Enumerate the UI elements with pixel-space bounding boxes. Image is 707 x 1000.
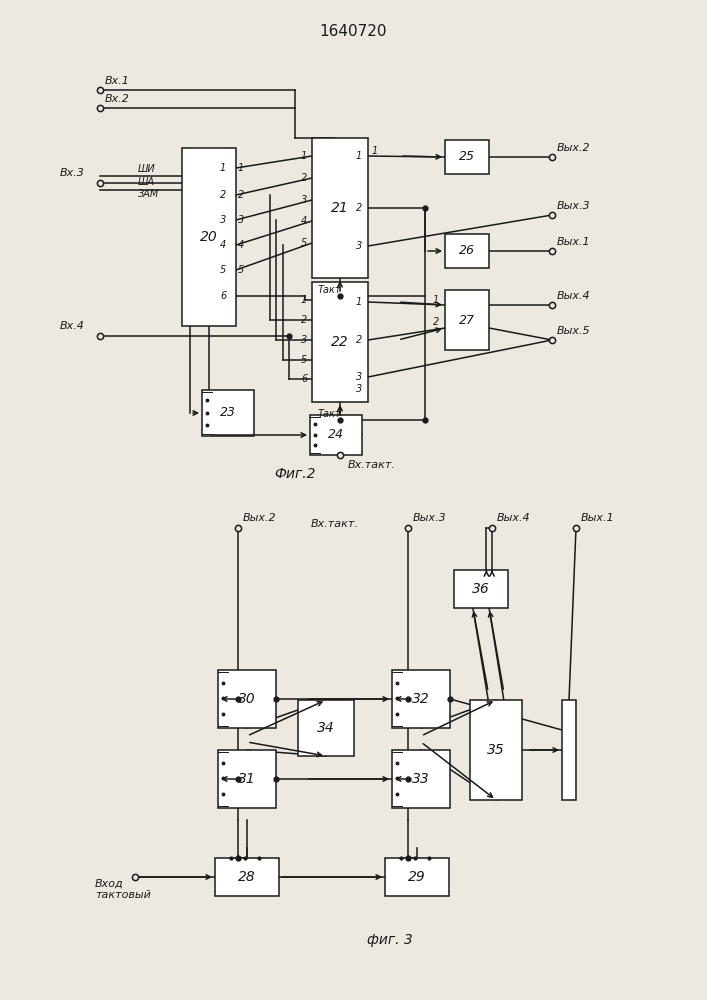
Text: 1: 1 bbox=[433, 295, 439, 305]
Text: 23: 23 bbox=[220, 406, 236, 420]
Text: 4: 4 bbox=[220, 240, 226, 250]
Text: Вых.4: Вых.4 bbox=[497, 513, 531, 523]
Text: ЗАМ: ЗАМ bbox=[138, 189, 159, 199]
Text: 29: 29 bbox=[408, 870, 426, 884]
Bar bbox=[218, 750, 276, 808]
Text: Вх.4: Вх.4 bbox=[60, 321, 85, 331]
Text: 5: 5 bbox=[238, 265, 244, 275]
Text: 2: 2 bbox=[220, 190, 226, 200]
Text: Такт: Такт bbox=[318, 409, 341, 419]
Text: 1: 1 bbox=[220, 163, 226, 173]
Text: 1: 1 bbox=[301, 151, 308, 161]
Bar bbox=[445, 140, 489, 174]
Bar bbox=[385, 858, 449, 896]
Text: 1640720: 1640720 bbox=[320, 24, 387, 39]
Text: 6: 6 bbox=[301, 374, 308, 384]
Text: Вых.3: Вых.3 bbox=[413, 513, 447, 523]
Text: 22: 22 bbox=[331, 335, 349, 349]
Text: Вх.такт.: Вх.такт. bbox=[348, 460, 396, 470]
Text: ШИ: ШИ bbox=[138, 164, 156, 174]
Text: Вх.3: Вх.3 bbox=[60, 168, 85, 178]
Text: 27: 27 bbox=[459, 314, 475, 326]
Text: 2: 2 bbox=[301, 173, 308, 183]
Text: 2: 2 bbox=[356, 203, 362, 213]
Text: 25: 25 bbox=[459, 150, 475, 163]
Bar bbox=[454, 570, 508, 608]
Text: 1: 1 bbox=[356, 151, 362, 161]
Text: Вых.4: Вых.4 bbox=[557, 291, 590, 301]
Bar bbox=[218, 670, 276, 728]
Text: Вых.1: Вых.1 bbox=[557, 237, 590, 247]
Text: 5: 5 bbox=[301, 238, 308, 248]
Bar bbox=[310, 415, 362, 455]
Bar bbox=[298, 700, 354, 756]
Text: Вх.1: Вх.1 bbox=[105, 76, 130, 86]
Text: Фиг.2: Фиг.2 bbox=[274, 467, 316, 481]
Text: 3: 3 bbox=[301, 195, 308, 205]
Bar bbox=[445, 290, 489, 350]
Text: Вых.5: Вых.5 bbox=[557, 326, 590, 336]
Text: 3: 3 bbox=[238, 215, 244, 225]
Text: Вых.1: Вых.1 bbox=[581, 513, 614, 523]
Text: ША: ША bbox=[138, 177, 155, 187]
Text: 1: 1 bbox=[356, 297, 362, 307]
Text: Вход
тактовый: Вход тактовый bbox=[95, 878, 151, 900]
Text: 3: 3 bbox=[301, 335, 308, 345]
Text: 34: 34 bbox=[317, 721, 335, 735]
Text: 26: 26 bbox=[459, 244, 475, 257]
Text: 6: 6 bbox=[220, 291, 226, 301]
Bar bbox=[392, 750, 450, 808]
Bar bbox=[215, 858, 279, 896]
Text: 5: 5 bbox=[301, 355, 308, 365]
Text: 2: 2 bbox=[238, 190, 244, 200]
Text: 28: 28 bbox=[238, 870, 256, 884]
Text: 3: 3 bbox=[356, 384, 362, 394]
Text: Вх.такт.: Вх.такт. bbox=[311, 519, 359, 529]
Text: 4: 4 bbox=[301, 216, 308, 226]
Text: 35: 35 bbox=[487, 743, 505, 757]
Text: 30: 30 bbox=[238, 692, 256, 706]
Text: Такт: Такт bbox=[318, 285, 341, 295]
Bar bbox=[312, 138, 368, 278]
Bar bbox=[392, 670, 450, 728]
Text: 1: 1 bbox=[372, 146, 378, 156]
Text: 33: 33 bbox=[412, 772, 430, 786]
Bar bbox=[562, 700, 576, 800]
Text: 3: 3 bbox=[356, 241, 362, 251]
Text: 36: 36 bbox=[472, 582, 490, 596]
Bar bbox=[202, 390, 254, 436]
Text: 2: 2 bbox=[301, 315, 308, 325]
Text: 32: 32 bbox=[412, 692, 430, 706]
Bar bbox=[445, 234, 489, 268]
Text: Вых.2: Вых.2 bbox=[243, 513, 276, 523]
Bar bbox=[312, 282, 368, 402]
Text: Вых.2: Вых.2 bbox=[557, 143, 590, 153]
Bar bbox=[182, 148, 236, 326]
Text: 2: 2 bbox=[356, 335, 362, 345]
Text: 20: 20 bbox=[200, 230, 218, 244]
Text: 3: 3 bbox=[356, 372, 362, 382]
Text: 1: 1 bbox=[238, 163, 244, 173]
Text: Вых.3: Вых.3 bbox=[557, 201, 590, 211]
Text: фиг. 3: фиг. 3 bbox=[367, 933, 413, 947]
Text: Вх.2: Вх.2 bbox=[105, 94, 130, 104]
Text: 3: 3 bbox=[220, 215, 226, 225]
Text: 31: 31 bbox=[238, 772, 256, 786]
Text: 21: 21 bbox=[331, 201, 349, 215]
Text: 4: 4 bbox=[238, 240, 244, 250]
Text: 5: 5 bbox=[220, 265, 226, 275]
Text: 24: 24 bbox=[328, 428, 344, 442]
Bar bbox=[470, 700, 522, 800]
Text: 2: 2 bbox=[433, 317, 439, 327]
Text: 1: 1 bbox=[301, 295, 308, 305]
